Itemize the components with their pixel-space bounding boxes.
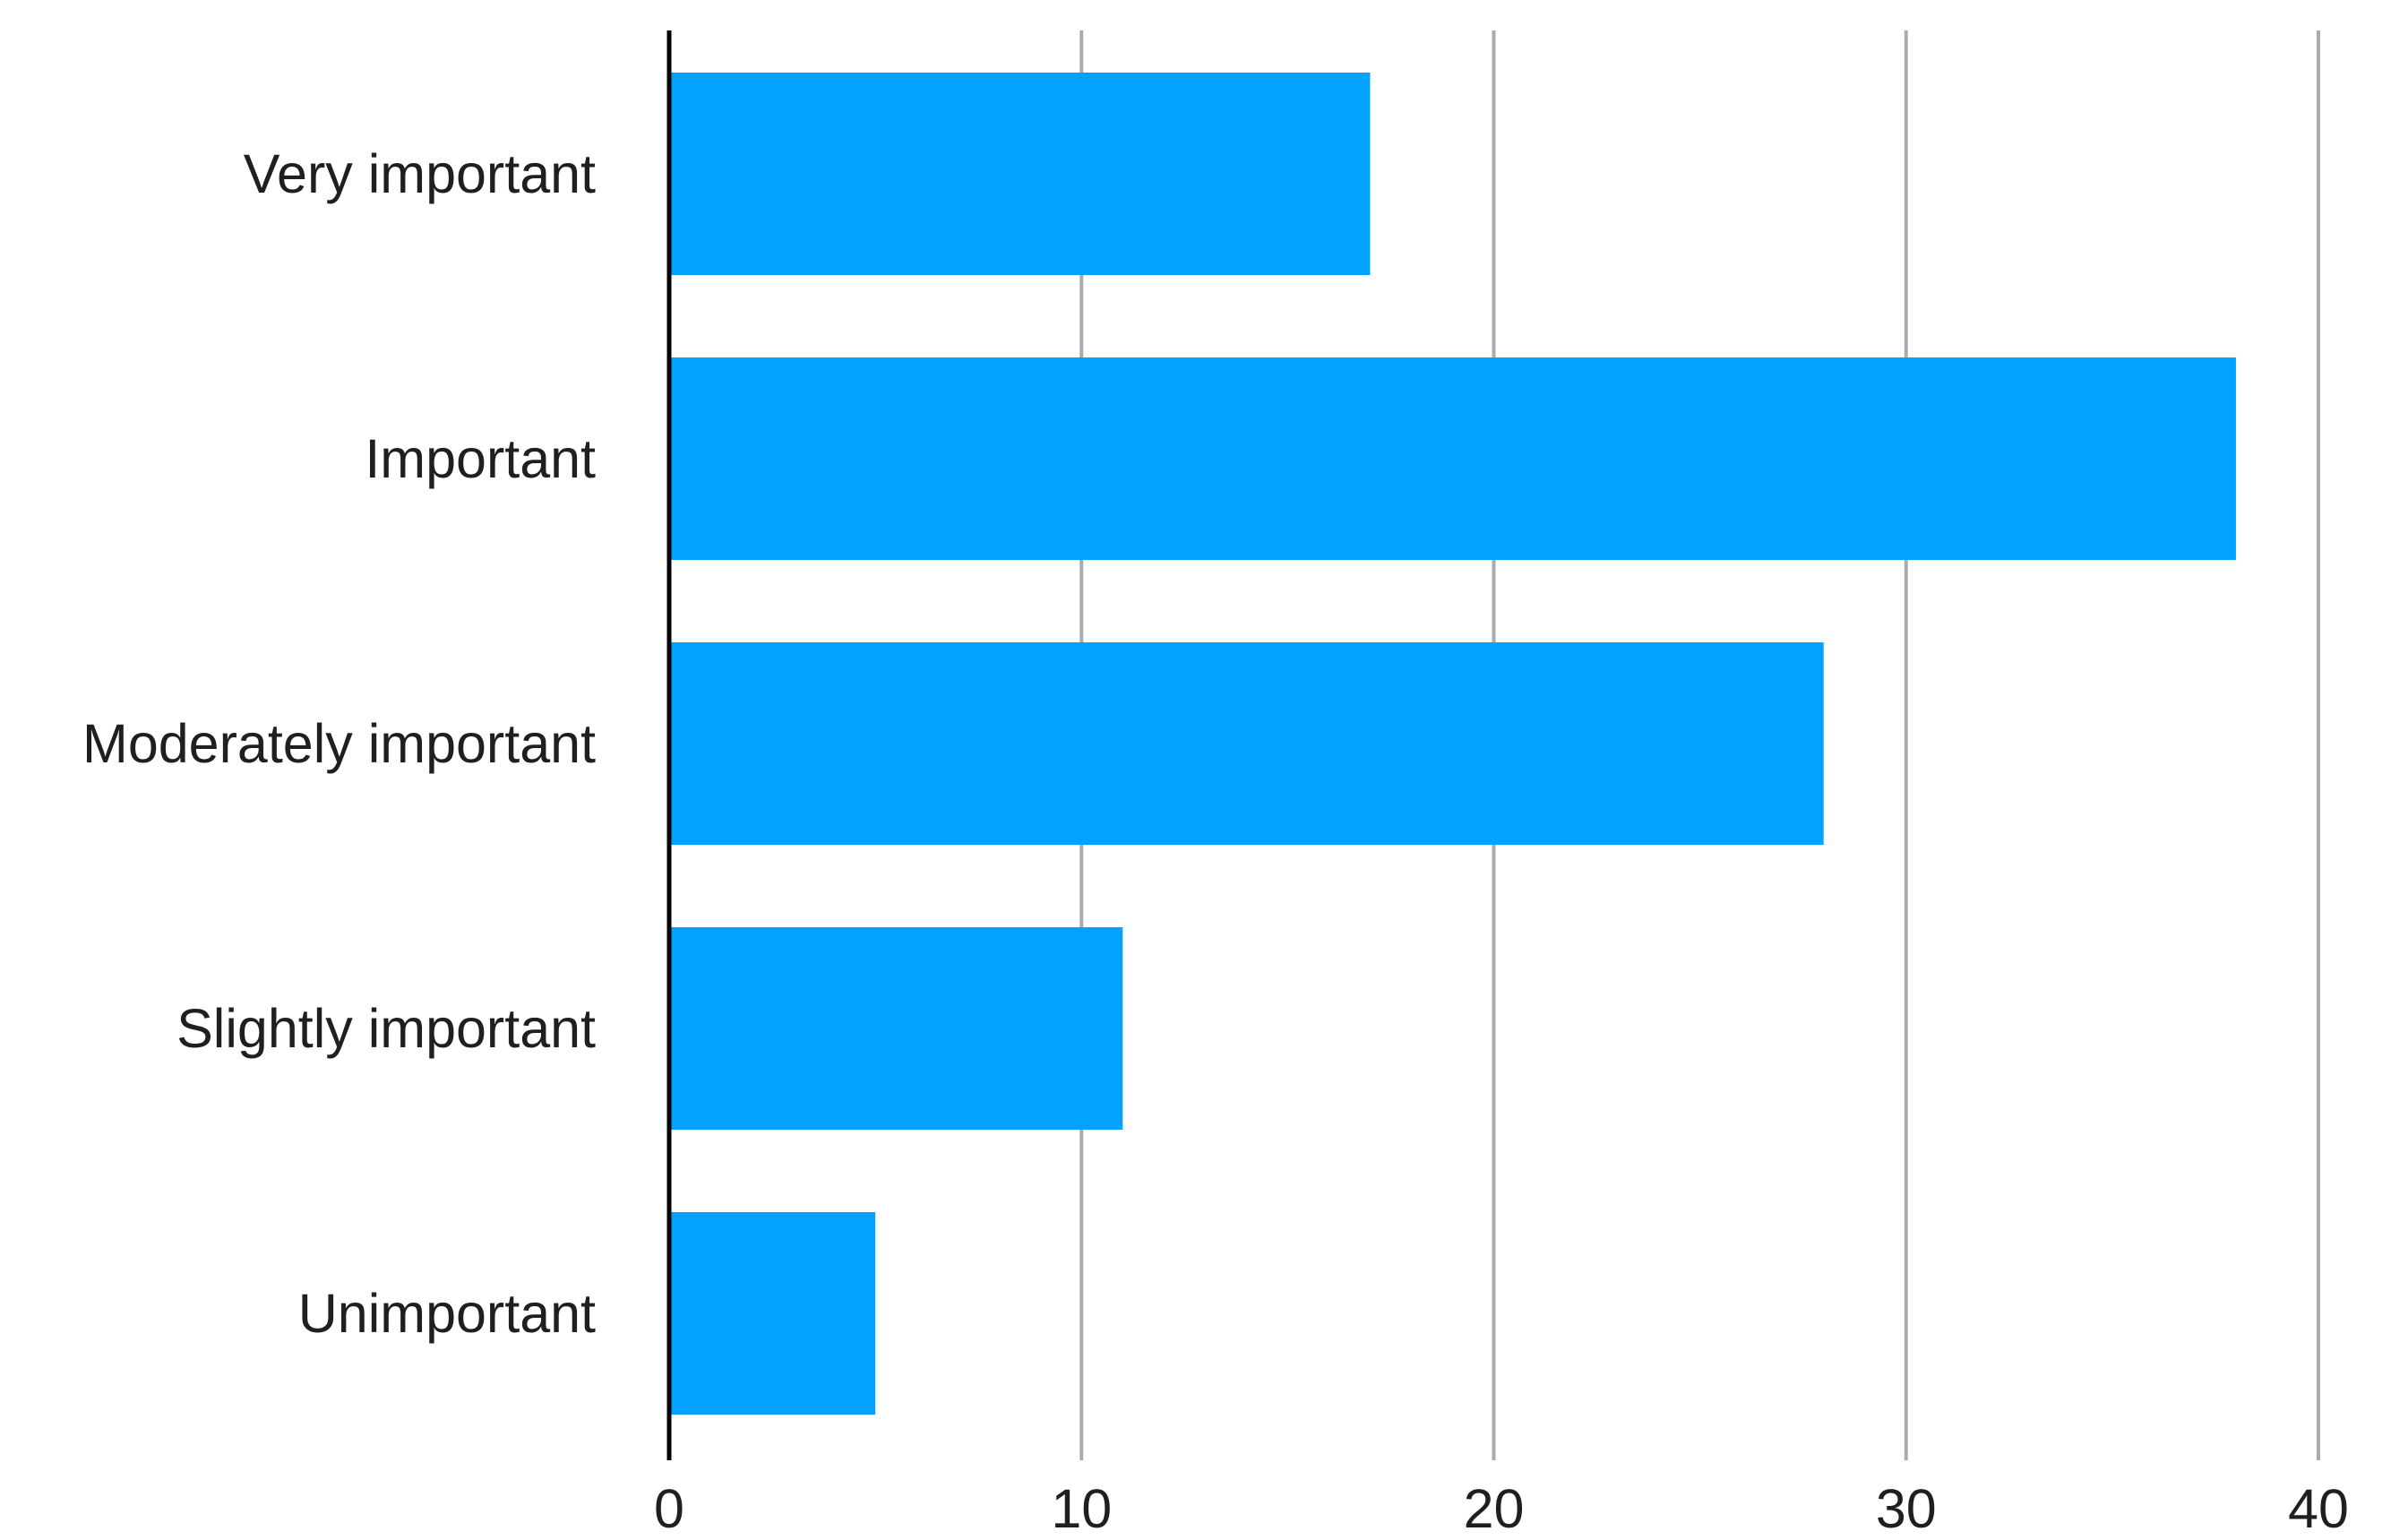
x-tick-label: 10 <box>1051 1478 1112 1539</box>
bar-unimportant <box>669 1212 876 1415</box>
category-label: Important <box>365 428 596 489</box>
bars <box>669 73 2236 1415</box>
category-label: Slightly important <box>176 998 596 1059</box>
x-tick-label: 40 <box>2288 1478 2349 1539</box>
x-tick-label: 0 <box>654 1478 684 1539</box>
bar-very-important <box>669 73 1371 275</box>
x-tick-labels: 0 10 20 30 40 <box>654 1478 2349 1539</box>
category-label: Moderately important <box>82 713 596 774</box>
bar-slightly-important <box>669 927 1123 1130</box>
category-label: Very important <box>244 143 596 204</box>
category-label: Unimportant <box>298 1283 596 1344</box>
x-tick-label: 20 <box>1464 1478 1525 1539</box>
bar-moderately-important <box>669 642 1824 845</box>
category-labels: Very important Important Moderately import… <box>82 143 596 1344</box>
x-tick-label: 30 <box>1876 1478 1937 1539</box>
bar-important <box>669 357 2236 560</box>
